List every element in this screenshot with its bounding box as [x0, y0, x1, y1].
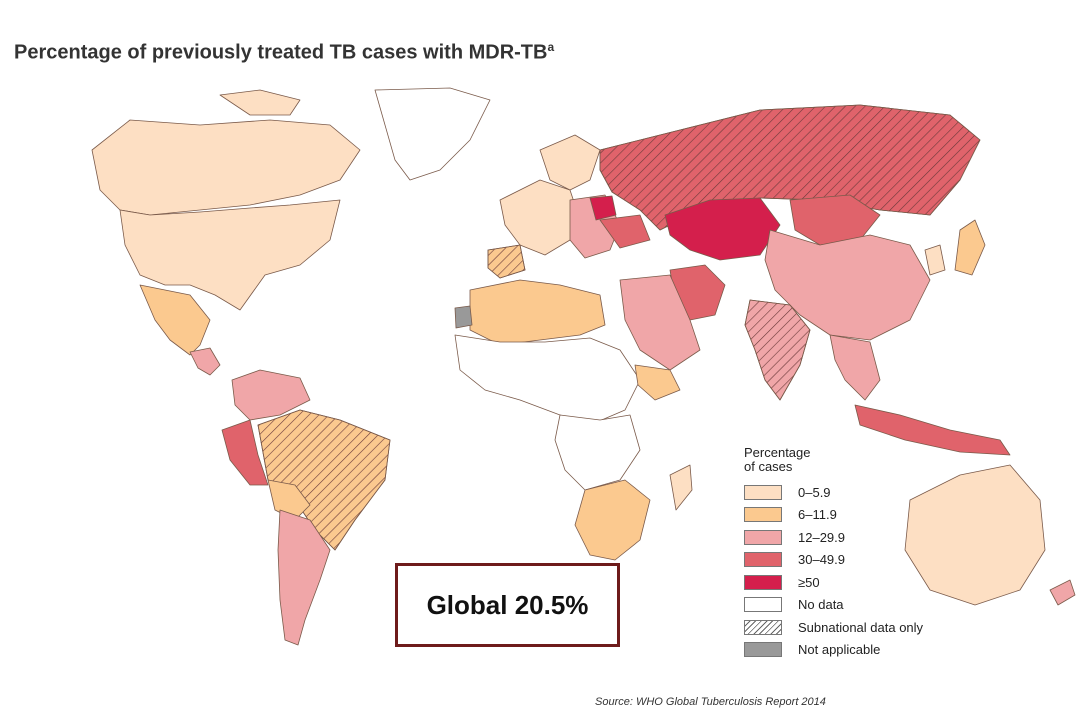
legend-item: Subnational data only: [744, 616, 984, 639]
region-colombia-venezuela: [231, 369, 311, 421]
legend-swatch-5: [744, 597, 782, 613]
source-note: Source: WHO Global Tuberculosis Report 2…: [595, 696, 826, 708]
legend-label: ≥50: [798, 574, 820, 590]
legend-swatch-2: [744, 529, 782, 545]
region-belarus: [589, 195, 617, 221]
global-rate-box: Global 20.5%: [395, 563, 620, 647]
legend-label: Subnational data only: [798, 619, 924, 635]
region-japan: [954, 219, 986, 276]
legend-label: Not applicable: [798, 642, 881, 658]
region-ethiopia: [634, 364, 681, 401]
legend-label: 12–29.9: [798, 529, 845, 545]
region-india-hatch: [744, 299, 811, 401]
region-greenland: [374, 87, 491, 181]
legend-title-line1: Percentage: [744, 445, 811, 460]
map-title-text: Percentage of previously treated TB case…: [14, 41, 548, 64]
legend-title-line2: of cases: [744, 459, 793, 474]
region-central-america: [189, 347, 221, 376]
region-russia-hatch: [599, 104, 981, 231]
world-map: [0, 80, 1080, 670]
region-scandinavia: [539, 134, 601, 191]
region-peru: [221, 419, 269, 486]
region-southeast-asia: [829, 334, 881, 401]
region-north-africa: [469, 279, 606, 346]
region-mexico: [139, 284, 211, 356]
legend-item: Not applicable: [744, 639, 984, 662]
legend-title: Percentage of cases: [744, 446, 984, 474]
region-usa: [119, 199, 341, 311]
legend-item: 0–5.9: [744, 481, 984, 504]
region-korea: [924, 244, 946, 276]
map-legend: Percentage of cases 0–5.9 6–11.9 12–29.9…: [744, 446, 984, 661]
legend-label: No data: [798, 597, 844, 613]
map-title: Percentage of previously treated TB case…: [14, 40, 554, 65]
legend-swatch-6: [744, 619, 782, 635]
region-kazakhstan: [664, 197, 781, 261]
region-iberia-hatch: [487, 244, 526, 279]
legend-label: 6–11.9: [798, 507, 837, 523]
legend-item: 12–29.9: [744, 526, 984, 549]
global-rate-label: Global 20.5%: [426, 589, 589, 620]
title-footnote-marker: a: [547, 40, 555, 54]
legend-swatch-4: [744, 574, 782, 590]
legend-swatch-3: [744, 552, 782, 568]
region-ukraine: [599, 214, 651, 249]
legend-item: ≥50: [744, 571, 984, 594]
legend-label: 30–49.9: [798, 552, 845, 568]
region-southern-africa: [574, 479, 651, 561]
region-western-europe: [499, 179, 581, 256]
region-china: [764, 229, 931, 341]
legend-label: 0–5.9: [798, 484, 831, 500]
region-madagascar: [669, 464, 693, 511]
legend-swatch-1: [744, 507, 782, 523]
region-canada-arctic: [219, 89, 301, 116]
legend-item: No data: [744, 594, 984, 617]
region-australia: [904, 464, 1046, 606]
region-middle-east: [619, 274, 701, 371]
region-western-sahara: [454, 305, 473, 329]
region-indonesia: [854, 404, 1011, 456]
legend-swatch-7: [744, 642, 782, 658]
region-canada: [91, 119, 361, 216]
legend-swatch-0: [744, 484, 782, 500]
region-new-zealand: [1049, 579, 1076, 606]
region-argentina: [277, 509, 331, 646]
region-brazil-hatch: [257, 409, 391, 551]
legend-item: 6–11.9: [744, 504, 984, 527]
region-central-africa: [554, 414, 641, 491]
region-bolivia: [267, 479, 311, 521]
legend-item: 30–49.9: [744, 549, 984, 572]
region-west-africa: [454, 334, 641, 426]
world-map-svg: [91, 87, 1076, 646]
